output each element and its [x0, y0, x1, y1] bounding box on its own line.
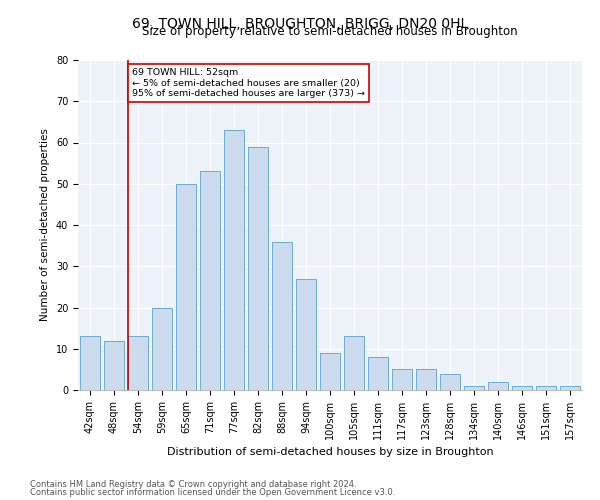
Bar [152, 308, 172, 390]
Text: 69, TOWN HILL, BROUGHTON, BRIGG, DN20 0HL: 69, TOWN HILL, BROUGHTON, BRIGG, DN20 0H… [132, 18, 468, 32]
Bar [320, 353, 340, 390]
Y-axis label: Number of semi-detached properties: Number of semi-detached properties [40, 128, 50, 322]
Bar [80, 336, 100, 390]
Bar [536, 386, 556, 390]
Bar [296, 278, 316, 390]
Bar [344, 336, 364, 390]
Text: Contains public sector information licensed under the Open Government Licence v3: Contains public sector information licen… [30, 488, 395, 497]
Bar [440, 374, 460, 390]
X-axis label: Distribution of semi-detached houses by size in Broughton: Distribution of semi-detached houses by … [167, 448, 493, 458]
Bar [128, 336, 148, 390]
Bar [224, 130, 244, 390]
Bar [392, 370, 412, 390]
Bar [248, 146, 268, 390]
Bar [200, 172, 220, 390]
Text: Contains HM Land Registry data © Crown copyright and database right 2024.: Contains HM Land Registry data © Crown c… [30, 480, 356, 489]
Bar [560, 386, 580, 390]
Bar [176, 184, 196, 390]
Title: Size of property relative to semi-detached houses in Broughton: Size of property relative to semi-detach… [142, 25, 518, 38]
Bar [368, 357, 388, 390]
Bar [488, 382, 508, 390]
Bar [464, 386, 484, 390]
Bar [104, 340, 124, 390]
Text: 69 TOWN HILL: 52sqm
← 5% of semi-detached houses are smaller (20)
95% of semi-de: 69 TOWN HILL: 52sqm ← 5% of semi-detache… [132, 68, 365, 98]
Bar [272, 242, 292, 390]
Bar [512, 386, 532, 390]
Bar [416, 370, 436, 390]
